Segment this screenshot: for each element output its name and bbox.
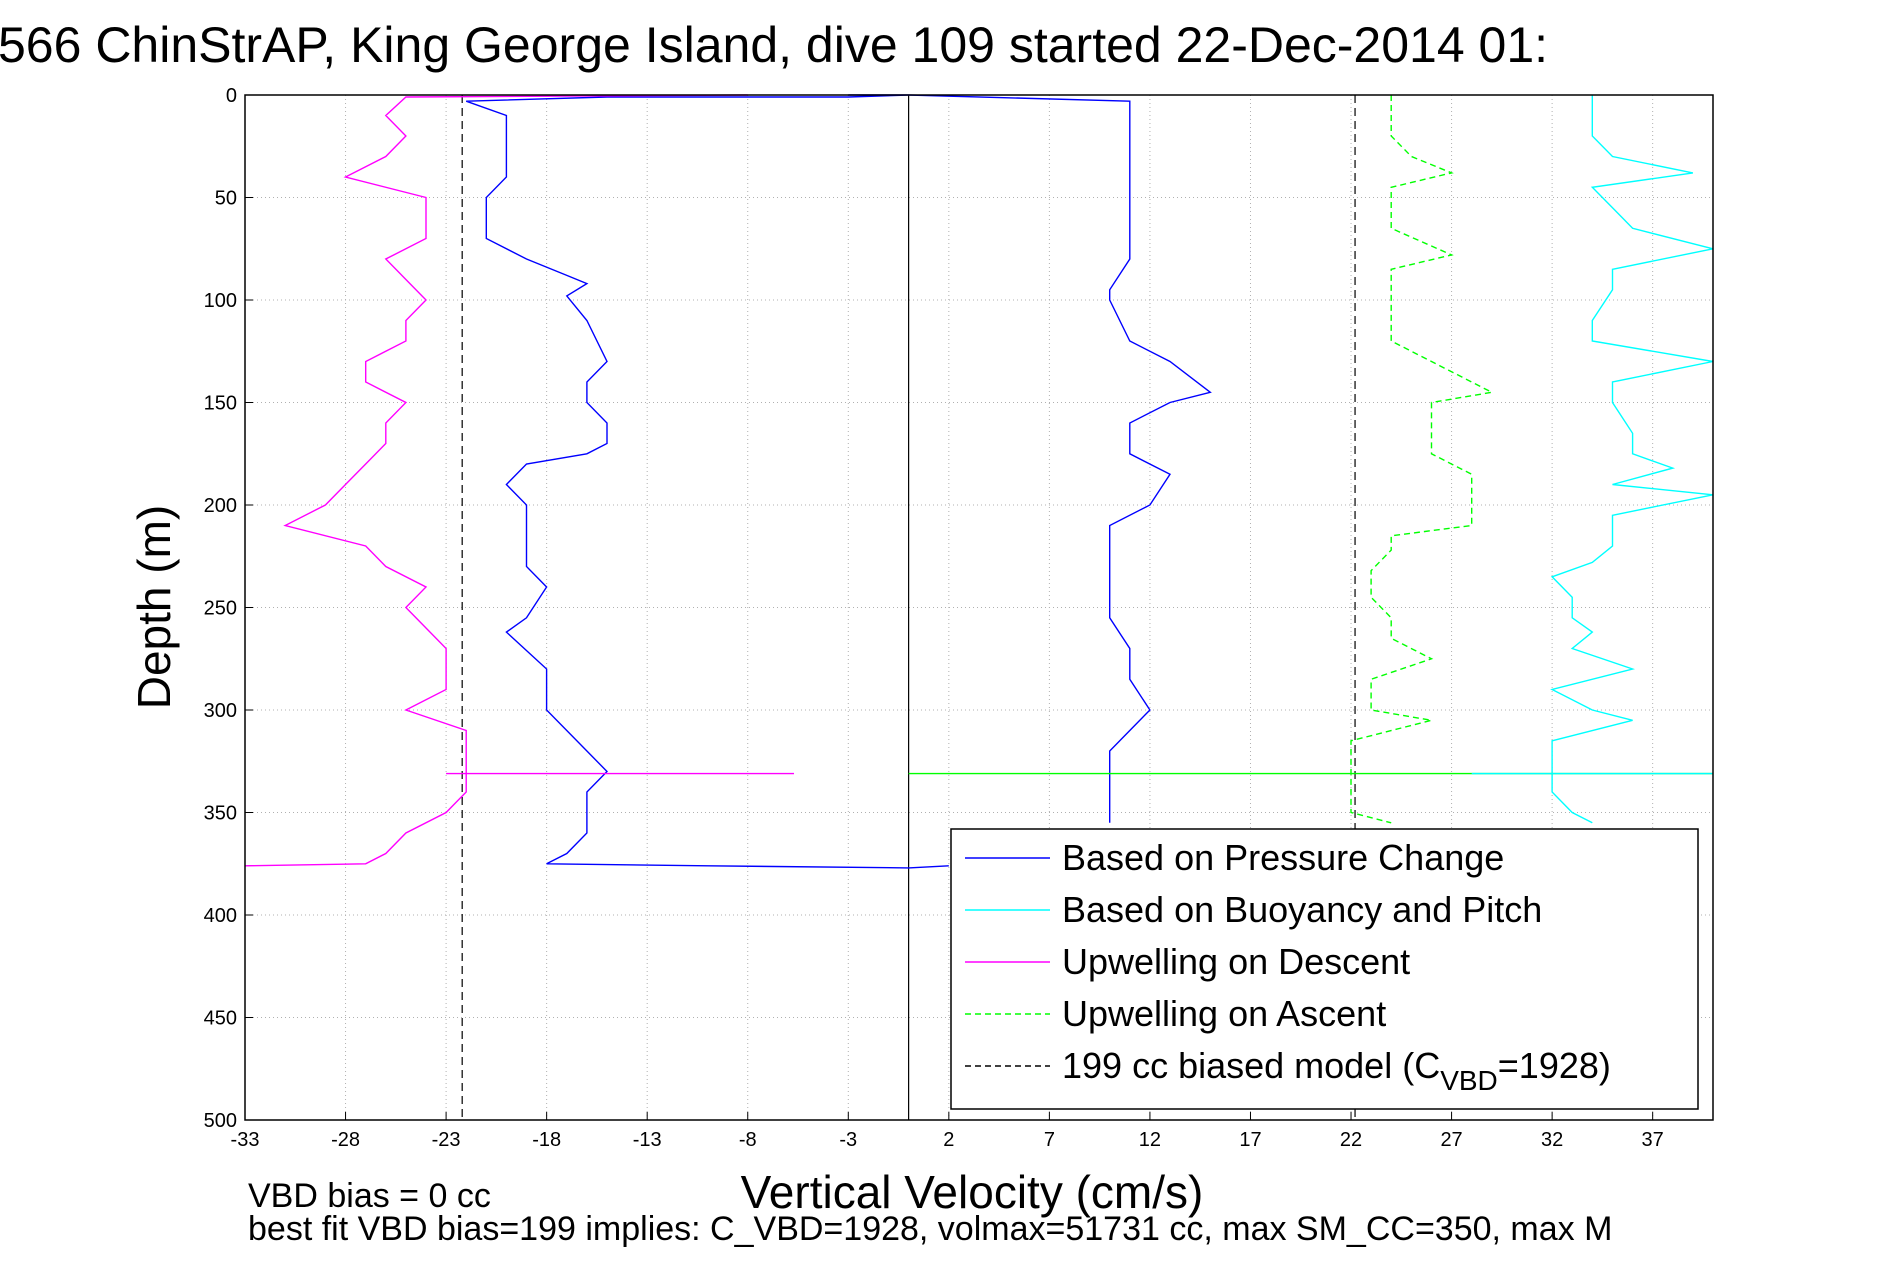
- grid-layer: [244, 94, 1713, 1121]
- footer-line-2: best fit VBD bias=199 implies: C_VBD=192…: [248, 1210, 1612, 1248]
- legend: Based on Pressure Change Based on Buoyanc…: [950, 828, 1699, 1110]
- x-axis-label: Vertical Velocity (cm/s): [741, 1166, 1204, 1218]
- series-layer: [244, 94, 1714, 869]
- y-tick-label: 100: [204, 290, 237, 312]
- x-tick-label: 7: [1044, 1129, 1055, 1151]
- x-tick-label: -18: [532, 1129, 561, 1151]
- series-line-based-on-pressure-change: [465, 94, 949, 869]
- x-tick-label: 17: [1239, 1129, 1261, 1151]
- legend-label-subscript: VBD: [1440, 1065, 1498, 1096]
- series-line-based-on-buoyancy-and-pitch: [1550, 95, 1714, 824]
- legend-label-text: 199 cc biased model (C: [1062, 1045, 1440, 1086]
- y-tick-label: 300: [204, 700, 237, 722]
- x-tick-label: 12: [1139, 1129, 1161, 1151]
- x-tick-label: -3: [839, 1129, 857, 1151]
- x-tick-label: 2: [943, 1129, 954, 1151]
- x-tick-label: 22: [1340, 1129, 1362, 1151]
- y-tick-label: 400: [204, 905, 237, 927]
- x-tick-label: -23: [432, 1129, 461, 1151]
- tick-layer: -33 -28 -23 -18 -13 -8 -3 2 7 12 17 22 27 32 370501001…: [204, 85, 1664, 1151]
- legend-label-text: Upwelling on Ascent: [1062, 993, 1386, 1034]
- legend-items: Based on Pressure Change Based on Buoyanc…: [965, 837, 1611, 1096]
- footer-line-1: VBD bias = 0 cc: [248, 1177, 491, 1215]
- x-tick-label: -13: [633, 1129, 662, 1151]
- y-tick-label: 0: [226, 85, 237, 107]
- x-tick-label: -28: [331, 1129, 360, 1151]
- x-tick-label: -8: [739, 1129, 757, 1151]
- y-tick-label: 350: [204, 803, 237, 825]
- y-tick-label: 200: [204, 495, 237, 517]
- x-tick-label: 32: [1541, 1129, 1563, 1151]
- y-tick-label: 50: [215, 188, 237, 210]
- y-tick-label: 500: [204, 1110, 237, 1132]
- legend-label: 199 cc biased model (CVBD=1928): [1062, 1045, 1611, 1096]
- series-line-upwelling-on-ascent: [1350, 95, 1495, 824]
- legend-label: Upwelling on Ascent: [1062, 993, 1386, 1034]
- y-tick-label: 250: [204, 598, 237, 620]
- legend-box: [950, 828, 1699, 1110]
- legend-label-text: Based on Buoyancy and Pitch: [1062, 889, 1542, 930]
- x-tick-label: -33: [231, 1129, 260, 1151]
- chart-title: 566 ChinStrAP, King George Island, dive …: [0, 17, 1548, 73]
- plot-area: -33 -28 -23 -18 -13 -8 -3 2 7 12 17 22 27 32 370501001…: [204, 85, 1714, 1151]
- y-tick-label: 450: [204, 1008, 237, 1030]
- legend-label: Based on Buoyancy and Pitch: [1062, 889, 1542, 930]
- legend-label-text: Based on Pressure Change: [1062, 837, 1504, 878]
- legend-label-suffix: =1928): [1498, 1045, 1611, 1086]
- x-tick-label: 37: [1642, 1129, 1664, 1151]
- legend-label-text: Upwelling on Descent: [1062, 941, 1410, 982]
- x-tick-label: 27: [1440, 1129, 1462, 1151]
- series-line-upwelling-on-descent: [244, 94, 748, 867]
- y-tick-label: 150: [204, 393, 237, 415]
- legend-label: Based on Pressure Change: [1062, 837, 1504, 878]
- legend-label: Upwelling on Descent: [1062, 941, 1410, 982]
- y-axis-label: Depth (m): [128, 505, 180, 709]
- reference-lines: [461, 95, 1356, 1120]
- series-line-based-on-pressure-change-ascent: [908, 94, 1212, 823]
